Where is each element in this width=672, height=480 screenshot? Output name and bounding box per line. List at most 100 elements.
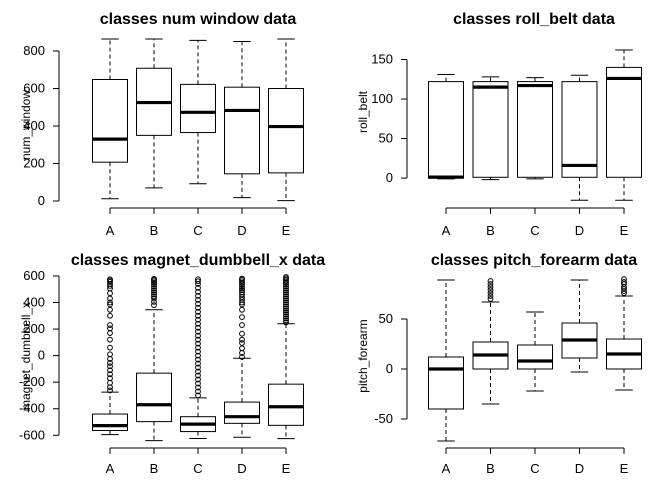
outlier-point (239, 296, 245, 303)
x-tick-label: A (106, 461, 115, 476)
outlier-point (239, 322, 245, 328)
outlier-point (151, 302, 157, 309)
y-tick-label: 50 (379, 131, 393, 146)
panel-roll-belt: classes roll_belt data roll_belt 0 50 100 1… (356, 11, 642, 238)
outlier-point (283, 319, 289, 326)
panel-pitch-forearm: classes pitch_forearm data pitch_forearm… (356, 252, 642, 476)
outlier-point (195, 344, 201, 351)
box-B (472, 81, 509, 178)
outlier-point (487, 284, 494, 290)
outlier-point (239, 314, 245, 321)
outlier-point (107, 322, 113, 328)
outlier-point (195, 288, 201, 295)
panel-title: classes magnet_dumbbell_x data (71, 252, 325, 269)
outlier-point (107, 371, 113, 378)
outlier-point (239, 306, 245, 313)
box-A (92, 413, 128, 432)
outlier-point (283, 317, 289, 324)
outlier-point (151, 283, 157, 290)
y-tick-label: 200 (23, 156, 45, 171)
outlier-point (487, 278, 494, 284)
outlier-point (151, 275, 157, 282)
outlier-point (283, 315, 289, 322)
y-axis-label: magnet_dumbbell_x (19, 302, 33, 410)
x-tick-label: E (620, 223, 629, 238)
outlier-point (107, 375, 113, 382)
box-E (268, 383, 304, 426)
outlier-point (195, 320, 201, 327)
outlier-point (107, 336, 113, 343)
outlier-point (195, 332, 201, 339)
outlier-point (621, 279, 627, 285)
x-tick-label: D (575, 461, 584, 476)
x-tick-label: E (620, 461, 629, 476)
outlier-point (195, 308, 201, 315)
y-tick-label: 150 (371, 51, 393, 66)
outlier-point (239, 330, 245, 337)
outlier-point (283, 297, 289, 304)
outlier-point (107, 351, 113, 358)
outlier-point (151, 295, 157, 302)
y-axis-label: roll_belt (356, 90, 370, 133)
outlier-point (151, 298, 157, 305)
outlier-point (487, 290, 494, 296)
y-tick-label: -200 (19, 374, 45, 389)
outlier-point (195, 292, 201, 299)
outlier-point (283, 283, 289, 290)
y-tick-label: 600 (23, 268, 45, 283)
panel-title: classes num window data (100, 11, 297, 28)
box-A (428, 356, 464, 410)
box-B (136, 372, 172, 423)
outlier-point (195, 380, 201, 387)
box-E (268, 88, 304, 174)
outlier-point (195, 356, 201, 363)
box-A (92, 79, 128, 163)
y-tick-label: 0 (38, 348, 45, 363)
y-tick-label: 0 (386, 361, 393, 376)
outlier-point (239, 285, 245, 292)
y-tick-label: -600 (19, 427, 45, 442)
outlier-point (195, 278, 201, 285)
x-tick-label: B (486, 223, 495, 238)
box-D (224, 86, 260, 175)
box-A (428, 81, 464, 179)
outlier-point (107, 363, 113, 370)
outlier-point (107, 344, 113, 351)
outlier-point (195, 376, 201, 383)
x-tick-label: D (575, 223, 584, 238)
outlier-point (195, 284, 201, 291)
outlier-point (195, 352, 201, 359)
x-tick-label: B (150, 223, 159, 238)
outlier-point (107, 301, 113, 308)
y-tick-label: 400 (23, 294, 45, 309)
x-tick-label: C (530, 223, 539, 238)
outlier-point (239, 340, 245, 346)
outlier-point (239, 345, 245, 352)
x-tick-label: B (486, 461, 495, 476)
outlier-point (195, 368, 201, 375)
outlier-point (239, 299, 245, 306)
outlier-point (195, 296, 201, 303)
x-tick-label: B (150, 461, 159, 476)
outlier-point (195, 364, 201, 371)
outlier-point (239, 291, 245, 298)
y-tick-label: 200 (23, 321, 45, 336)
outlier-point (195, 300, 201, 307)
outlier-point (195, 360, 201, 367)
box-E (606, 66, 642, 178)
outlier-point (239, 336, 245, 343)
y-tick-label: -400 (19, 401, 45, 416)
outlier-point (195, 312, 201, 319)
outlier-point (107, 282, 113, 289)
outlier-point (621, 290, 627, 296)
outlier-point (283, 289, 289, 296)
panel-magnet-dumbbell-x: classes magnet_dumbbell_x data magnet_du… (19, 252, 325, 476)
outlier-point (621, 276, 627, 282)
outlier-point (239, 275, 245, 282)
outlier-point (283, 305, 289, 312)
box-C (517, 81, 553, 178)
x-tick-label: E (282, 223, 291, 238)
y-tick-label: 0 (38, 193, 45, 208)
